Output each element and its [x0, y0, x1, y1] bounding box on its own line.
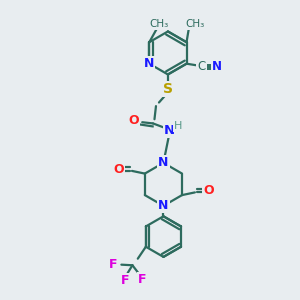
Text: H: H — [174, 121, 183, 131]
Text: N: N — [158, 199, 169, 212]
Text: S: S — [163, 82, 173, 96]
Text: N: N — [158, 156, 169, 169]
Text: C: C — [197, 60, 206, 73]
Text: N: N — [164, 124, 175, 137]
Text: CH₃: CH₃ — [149, 19, 169, 29]
Text: O: O — [203, 184, 214, 197]
Text: O: O — [113, 163, 124, 176]
Text: F: F — [138, 273, 147, 286]
Text: N: N — [212, 60, 222, 73]
Text: O: O — [129, 114, 139, 127]
Text: F: F — [109, 258, 117, 271]
Text: N: N — [144, 57, 154, 70]
Text: F: F — [120, 274, 129, 287]
Text: CH₃: CH₃ — [186, 19, 205, 29]
